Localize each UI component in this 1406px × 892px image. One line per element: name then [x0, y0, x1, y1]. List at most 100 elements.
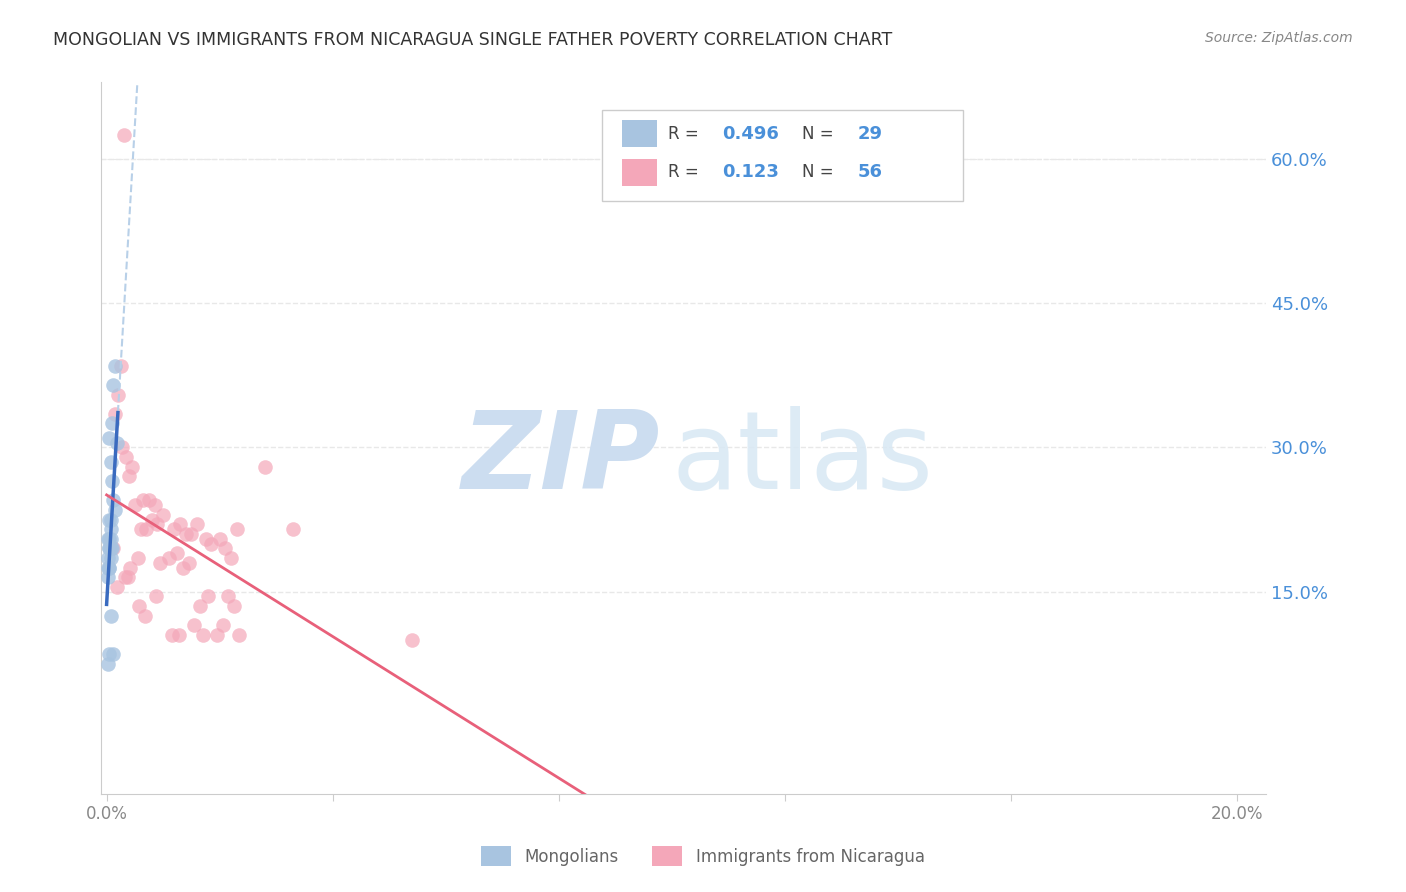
Text: Source: ZipAtlas.com: Source: ZipAtlas.com — [1205, 31, 1353, 45]
Point — [103, 541, 125, 556]
Point — [98, 431, 121, 445]
Text: MONGOLIAN VS IMMIGRANTS FROM NICARAGUA SINGLE FATHER POVERTY CORRELATION CHART: MONGOLIAN VS IMMIGRANTS FROM NICARAGUA S… — [53, 31, 893, 49]
Point — [134, 608, 156, 623]
Point — [98, 560, 121, 574]
Point — [100, 522, 122, 536]
Point — [205, 628, 228, 642]
Point — [169, 517, 191, 532]
Legend: Mongolians, Immigrants from Nicaragua: Mongolians, Immigrants from Nicaragua — [475, 839, 931, 873]
Point — [100, 608, 122, 623]
Point — [128, 599, 150, 613]
Point — [112, 128, 135, 142]
Point — [100, 551, 122, 566]
Point — [138, 493, 160, 508]
Text: 0.496: 0.496 — [721, 125, 779, 143]
Point — [149, 556, 172, 570]
Point — [98, 512, 121, 526]
Point — [177, 556, 200, 570]
Point — [98, 541, 121, 556]
Point — [180, 527, 202, 541]
Point — [228, 628, 250, 642]
Point — [132, 493, 155, 508]
Point — [98, 647, 121, 661]
Point — [104, 407, 127, 421]
Point — [145, 590, 167, 604]
Point — [222, 599, 245, 613]
Point — [157, 551, 180, 566]
Point — [97, 657, 120, 671]
Text: 56: 56 — [858, 163, 883, 181]
Point — [129, 522, 152, 536]
Point — [114, 570, 136, 584]
Point — [117, 570, 139, 584]
Point — [188, 599, 211, 613]
Point — [121, 459, 143, 474]
Point — [183, 618, 205, 632]
Point — [166, 546, 188, 560]
Point — [111, 441, 134, 455]
Point — [97, 532, 120, 546]
Point — [124, 498, 146, 512]
Point — [143, 498, 166, 512]
Point — [127, 551, 149, 566]
Point — [167, 628, 190, 642]
Point — [283, 522, 305, 536]
Point — [100, 455, 122, 469]
Point — [152, 508, 174, 522]
Text: atlas: atlas — [672, 406, 934, 512]
Point — [214, 541, 236, 556]
Point — [101, 417, 124, 431]
Point — [100, 512, 122, 526]
Text: N =: N = — [803, 163, 839, 181]
Point — [208, 532, 231, 546]
Point — [115, 450, 138, 464]
Point — [103, 647, 125, 661]
Point — [104, 359, 127, 373]
Point — [98, 560, 121, 574]
Point — [163, 522, 186, 536]
Point — [225, 522, 247, 536]
Text: R =: R = — [668, 125, 704, 143]
Point — [97, 570, 120, 584]
Point — [110, 359, 132, 373]
Bar — [621, 120, 657, 147]
Point — [101, 541, 124, 556]
Text: 0.123: 0.123 — [721, 163, 779, 181]
Point — [103, 377, 125, 392]
Point — [200, 536, 222, 550]
Point — [146, 517, 169, 532]
Point — [401, 632, 423, 647]
Point — [100, 541, 122, 556]
Text: 29: 29 — [858, 125, 883, 143]
Point — [174, 527, 197, 541]
Point — [197, 590, 219, 604]
Point — [194, 532, 217, 546]
Point — [97, 551, 120, 566]
Point — [217, 590, 239, 604]
Point — [135, 522, 157, 536]
Point — [97, 560, 120, 574]
Point — [98, 532, 121, 546]
FancyBboxPatch shape — [602, 111, 963, 202]
Point — [107, 387, 129, 401]
Point — [105, 435, 128, 450]
Point — [186, 517, 208, 532]
Point — [98, 541, 121, 556]
Text: N =: N = — [803, 125, 839, 143]
Point — [141, 512, 163, 526]
Text: R =: R = — [668, 163, 704, 181]
Point — [105, 580, 128, 594]
Point — [211, 618, 233, 632]
Point — [191, 628, 214, 642]
Point — [253, 459, 276, 474]
Point — [219, 551, 242, 566]
Text: ZIP: ZIP — [461, 406, 659, 512]
Point — [103, 493, 125, 508]
Point — [101, 474, 124, 488]
Bar — [621, 159, 657, 186]
Point — [120, 560, 142, 574]
Point — [172, 560, 194, 574]
Point — [160, 628, 183, 642]
Point — [118, 469, 141, 483]
Point — [100, 532, 122, 546]
